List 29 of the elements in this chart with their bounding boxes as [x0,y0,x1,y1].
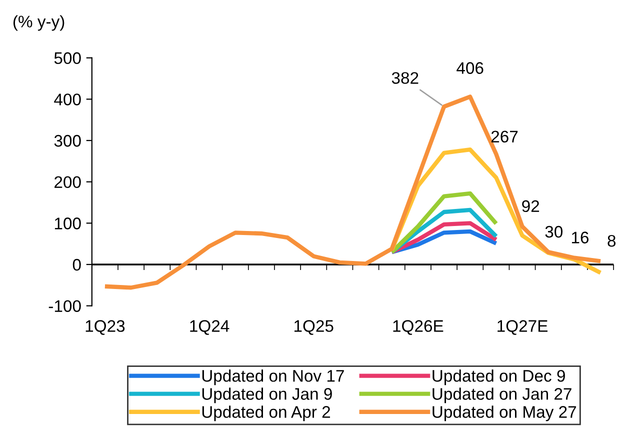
x-tick-label: 1Q25 [294,320,334,335]
y-tick-label: 0 [72,258,81,271]
x-tick-label: 1Q23 [86,320,125,335]
x-tick-label: 1Q27E [498,320,548,335]
legend-label: Updated on Apr 2 [202,406,330,422]
y-axis-title: (% y-y) [13,15,64,31]
y-tick-label: 200 [54,176,81,188]
x-tick-label: 1Q24 [190,320,230,335]
legend-label: Updated on Jan 27 [432,388,572,404]
legend-label: Updated on May 27 [432,406,576,422]
data-label: 8 [608,234,616,247]
line-series [102,94,603,290]
data-label: 382 [392,72,418,84]
data-label: 16 [572,232,589,244]
data-label: 30 [545,226,563,238]
x-tick-label: 1Q26E [393,320,444,335]
legend-label: Updated on Jan 9 [202,388,332,404]
y-tick-label: 400 [54,94,81,106]
data-label: 92 [522,200,540,212]
y-tick-label: -100 [48,300,81,312]
y-tick-label: 500 [54,52,81,64]
line-series [390,191,498,254]
data-label: 267 [491,130,518,143]
legend-label: Updated on Nov 17 [202,370,344,386]
legend-label: Updated on Dec 9 [432,370,565,386]
y-tick-label: 300 [54,134,81,147]
line-series [390,221,498,254]
y-tick-label: 100 [54,218,81,230]
data-label: 406 [456,62,484,74]
